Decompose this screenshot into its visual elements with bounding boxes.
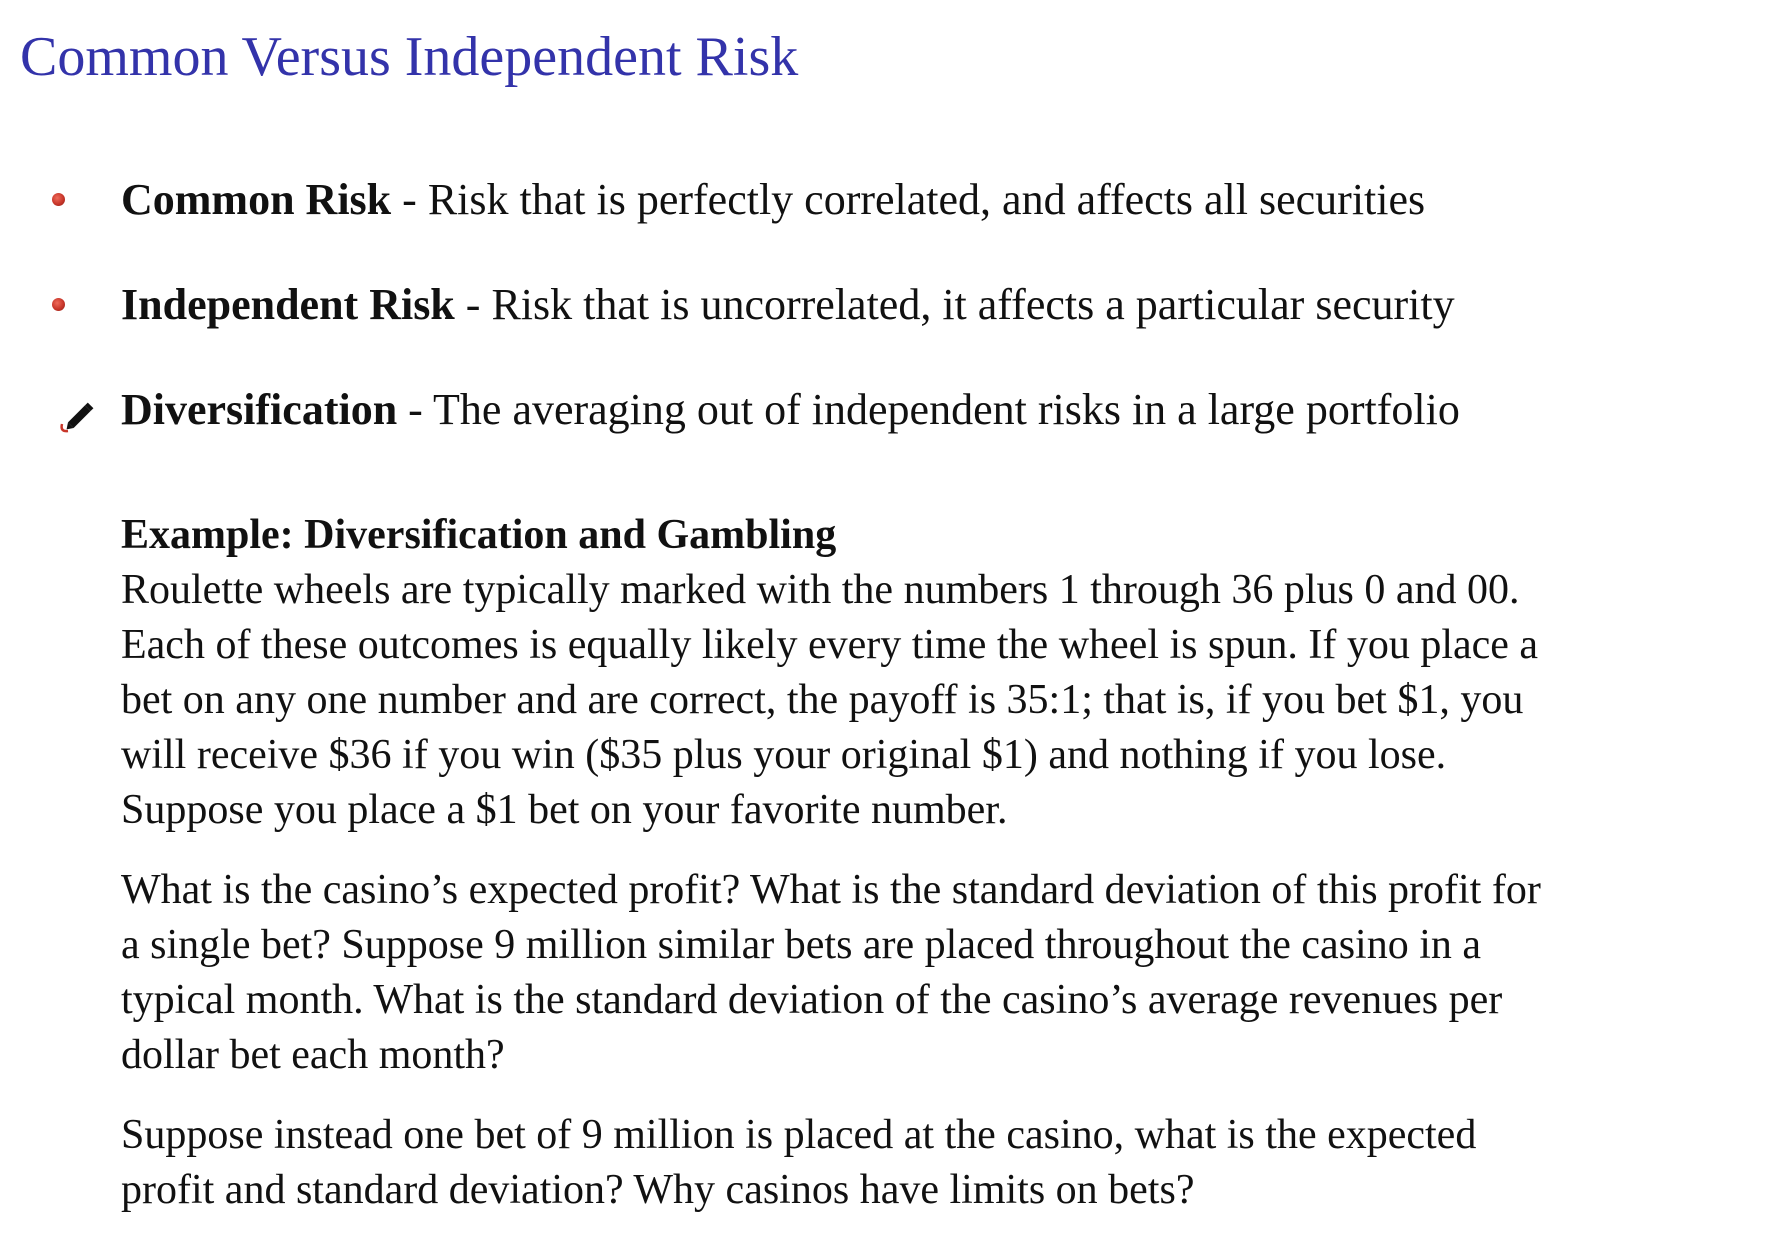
paragraph-line: What is the casino’s expected profit? Wh… xyxy=(121,867,1541,913)
term-independent-risk: Independent Risk xyxy=(121,280,455,329)
bullet-independent-risk: Independent Risk - Risk that is uncorrel… xyxy=(0,275,1766,335)
pencil-icon xyxy=(60,402,94,433)
paragraph-line: Roulette wheels are typically marked wit… xyxy=(121,567,1520,613)
definition-independent-risk: Risk that is uncorrelated, it affects a … xyxy=(491,280,1455,329)
paragraph-line: Suppose instead one bet of 9 million is … xyxy=(121,1112,1477,1158)
definition-diversification: The averaging out of independent risks i… xyxy=(433,385,1460,434)
paragraph-line: a single bet? Suppose 9 million similar … xyxy=(121,922,1482,968)
red-dot-bullet-icon xyxy=(52,193,65,206)
example-paragraph-3: Suppose instead one bet of 9 million is … xyxy=(121,1108,1741,1218)
bullet-text: Diversification - The averaging out of i… xyxy=(121,380,1460,440)
separator: - xyxy=(391,175,428,224)
definition-common-risk: Risk that is perfectly correlated, and a… xyxy=(427,175,1426,224)
example-block: Example: Diversification and Gambling Ro… xyxy=(121,508,1741,1218)
slide-title: Common Versus Independent Risk xyxy=(20,26,799,88)
paragraph-line: profit and standard deviation? Why casin… xyxy=(121,1167,1195,1213)
paragraph-line: bet on any one number and are correct, t… xyxy=(121,677,1524,723)
paragraph-line: Suppose you place a $1 bet on your favor… xyxy=(121,787,1008,833)
paragraph-line: will receive $36 if you win ($35 plus yo… xyxy=(121,732,1447,778)
paragraph-gap xyxy=(121,1083,1741,1108)
bullet-text: Independent Risk - Risk that is uncorrel… xyxy=(121,275,1455,335)
separator: - xyxy=(397,385,434,434)
paragraph-line: dollar bet each month? xyxy=(121,1032,505,1078)
example-paragraph-1: Roulette wheels are typically marked wit… xyxy=(121,563,1741,838)
term-diversification: Diversification xyxy=(121,385,398,434)
example-paragraph-2: What is the casino’s expected profit? Wh… xyxy=(121,863,1741,1083)
red-dot-bullet-icon xyxy=(52,298,65,311)
example-heading: Example: Diversification and Gambling xyxy=(121,512,837,558)
term-common-risk: Common Risk xyxy=(121,175,392,224)
separator: - xyxy=(454,280,492,329)
bullet-text: Common Risk - Risk that is perfectly cor… xyxy=(121,170,1425,230)
bullet-common-risk: Common Risk - Risk that is perfectly cor… xyxy=(0,170,1766,230)
bullet-diversification: Diversification - The averaging out of i… xyxy=(0,380,1766,440)
paragraph-line: Each of these outcomes is equally likely… xyxy=(121,622,1539,668)
paragraph-line: typical month. What is the standard devi… xyxy=(121,977,1503,1023)
paragraph-gap xyxy=(121,838,1741,863)
